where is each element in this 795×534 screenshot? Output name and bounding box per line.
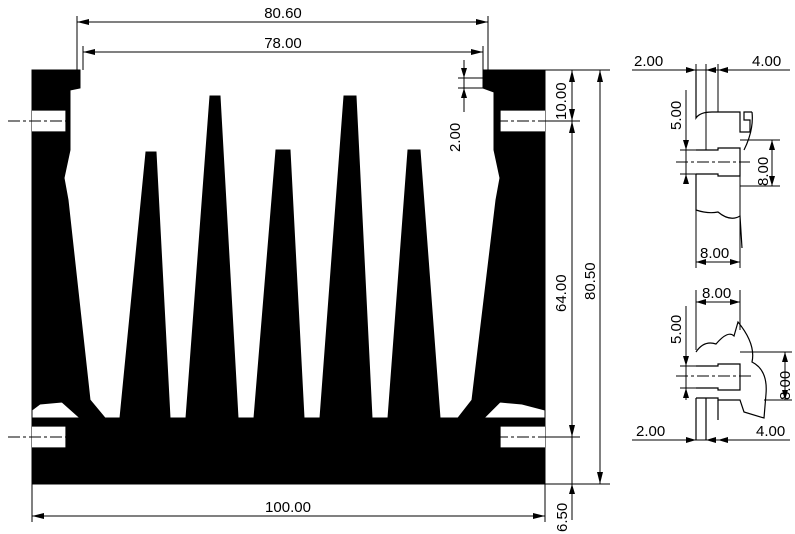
dim-base-width-label: 100.00 — [265, 499, 311, 516]
dim-slot-gap-label: 2.00 — [447, 123, 464, 152]
fin-4 — [319, 95, 373, 419]
dim-total-height: 80.50 — [545, 70, 610, 485]
fin-roots — [92, 400, 120, 418]
dim-top-flange-label: 10.00 — [553, 82, 570, 120]
detail-top-right-width: 4.00 — [752, 53, 781, 70]
fin-2 — [185, 95, 239, 419]
dim-slot-gap: 2.00 — [447, 60, 483, 152]
dim-inner-width: 78.00 — [82, 35, 484, 70]
detail-top-slot-height: 5.00 — [668, 101, 685, 130]
dim-inner-width-label: 78.00 — [264, 35, 302, 52]
dim-base-thickness: 6.50 — [554, 437, 575, 532]
dim-top-width: 80.60 — [76, 5, 489, 70]
detail-top-slot: 2.00 4.00 5.00 8.00 8.00 — [632, 53, 790, 268]
dim-base-thickness-label: 6.50 — [554, 503, 571, 532]
detail-bottom-right-width: 4.00 — [756, 423, 785, 440]
detail-top-slot-width: 8.00 — [700, 245, 729, 262]
detail-bottom-slot-width: 8.00 — [702, 285, 731, 302]
fin-5 — [387, 149, 441, 419]
detail-bottom-slot-depth: 8.00 — [777, 371, 794, 400]
fin-3 — [253, 149, 305, 419]
left-bottom-slot — [32, 426, 66, 448]
dim-total-height-label: 80.50 — [582, 262, 599, 300]
fin-1 — [119, 151, 171, 419]
dim-top-width-label: 80.60 — [264, 5, 302, 22]
dim-top-flange: 10.00 — [545, 69, 610, 122]
detail-top-left-gap: 2.00 — [634, 53, 663, 70]
dim-fin-height-label: 64.00 — [553, 274, 570, 312]
detail-bottom-slot-height: 5.00 — [668, 315, 685, 344]
detail-bottom-left-gap: 2.00 — [636, 423, 665, 440]
left-top-slot — [32, 110, 66, 132]
detail-top-slot-depth: 8.00 — [755, 157, 772, 186]
dim-fin-height: 64.00 — [545, 121, 580, 438]
base-plate — [31, 417, 546, 485]
heatsink-profile — [8, 69, 555, 485]
dim-base-width: 100.00 — [31, 484, 546, 522]
detail-bottom-slot: 8.00 5.00 8.00 2.00 4.00 — [632, 285, 794, 443]
